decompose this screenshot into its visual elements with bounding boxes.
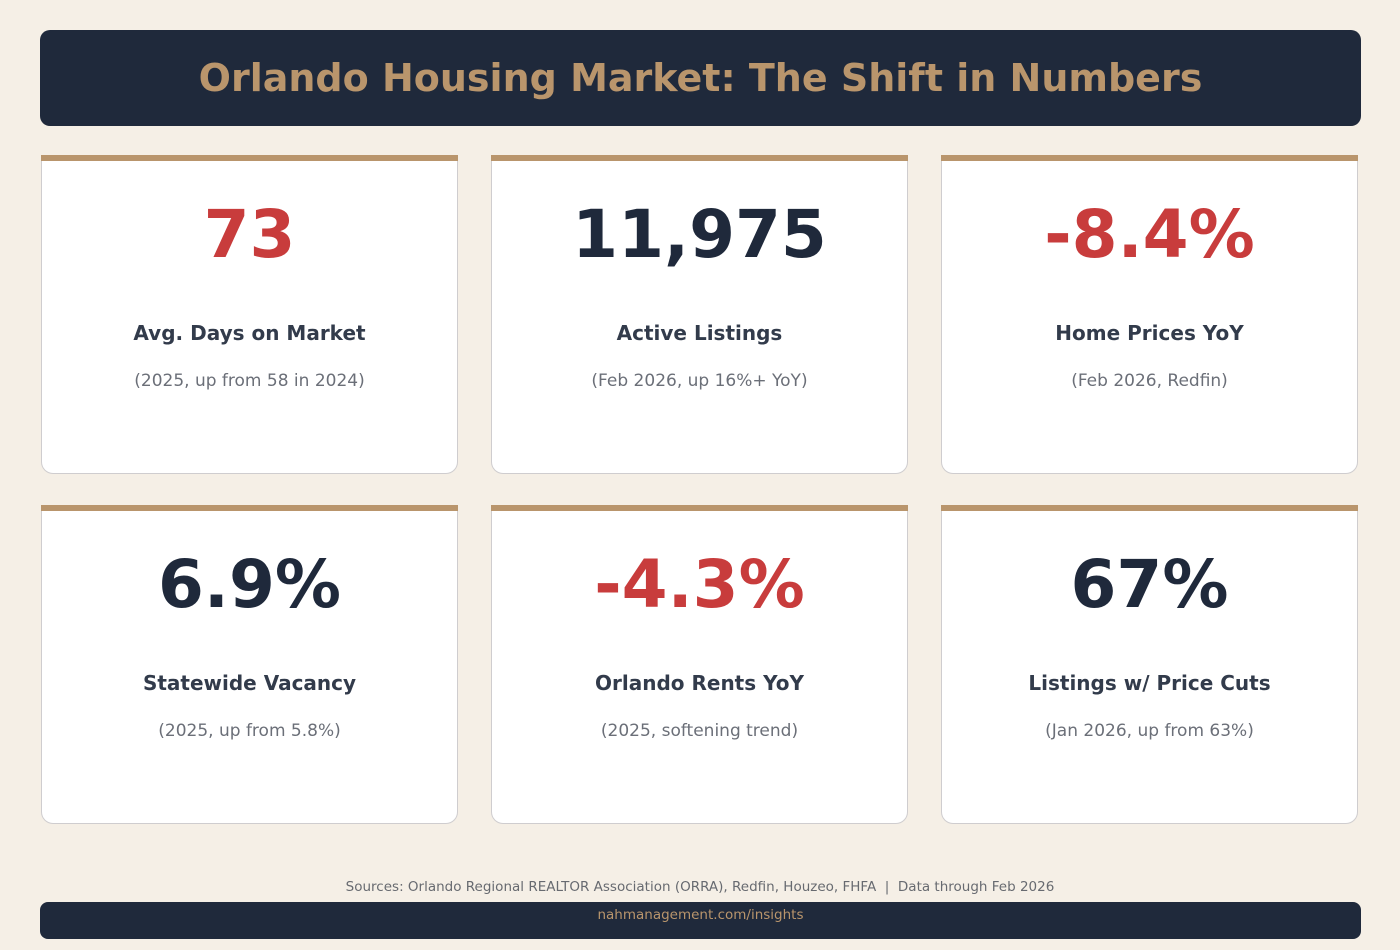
stat-value: -4.3% [594,546,805,623]
stat-label: Active Listings [616,321,783,345]
stat-label: Home Prices YoY [1055,321,1244,345]
sources-text: Sources: Orlando Regional REALTOR Associ… [345,879,1055,895]
card-accent-bar [941,505,1358,511]
stat-note: (Jan 2026, up from 63%) [1045,721,1254,741]
card-accent-bar [41,155,458,161]
header-banner: Orlando Housing Market: The Shift in Num… [40,30,1361,126]
stat-value: -8.4% [1044,196,1255,273]
stat-card: 73 Avg. Days on Market (2025, up from 58… [41,155,458,474]
stat-card: 11,975 Active Listings (Feb 2026, up 16%… [491,155,908,474]
stat-card: -4.3% Orlando Rents YoY (2025, softening… [491,505,908,824]
footer-bar: nahmanagement.com/insights [40,902,1361,939]
stat-value: 73 [203,196,296,273]
stat-note: (Feb 2026, Redfin) [1071,371,1228,391]
stat-note: (2025, up from 5.8%) [158,721,341,741]
stat-value: 11,975 [572,196,827,273]
card-accent-bar [491,505,908,511]
stat-label: Avg. Days on Market [133,321,366,345]
stat-value: 6.9% [157,546,342,623]
stat-label: Statewide Vacancy [142,671,357,695]
stat-card: -8.4% Home Prices YoY (Feb 2026, Redfin) [941,155,1358,474]
card-accent-bar [41,505,458,511]
stat-label: Listings w/ Price Cuts [1028,671,1271,695]
stat-card: 6.9% Statewide Vacancy (2025, up from 5.… [41,505,458,824]
stat-card: 67% Listings w/ Price Cuts (Jan 2026, up… [941,505,1358,824]
card-accent-bar [491,155,908,161]
stat-value: 67% [1070,546,1229,623]
stat-note: (2025, softening trend) [600,721,799,741]
card-accent-bar [941,155,1358,161]
stat-label: Orlando Rents YoY [595,671,804,695]
stat-note: (2025, up from 58 in 2024) [134,371,365,391]
stat-note: (Feb 2026, up 16%+ YoY) [591,371,808,391]
page-title: Orlando Housing Market: The Shift in Num… [198,56,1203,100]
footer-link[interactable]: nahmanagement.com/insights [597,907,804,923]
